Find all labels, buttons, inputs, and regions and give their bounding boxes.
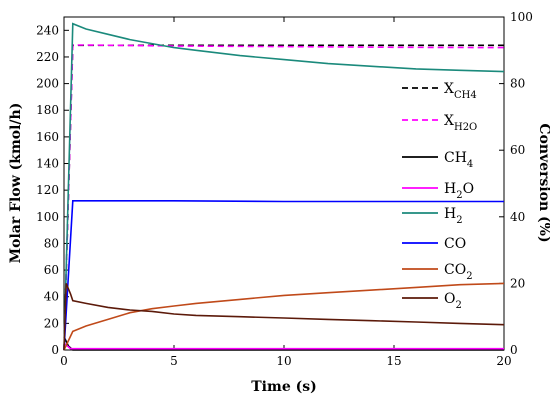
x-tick-label: 5 bbox=[170, 354, 178, 368]
y-tick-label: 120 bbox=[36, 183, 59, 197]
series-line-o2 bbox=[63, 283, 505, 351]
y-tick-label: 160 bbox=[36, 130, 59, 144]
y-tick-label: 80 bbox=[44, 236, 59, 250]
y-tick-label: 240 bbox=[36, 23, 59, 37]
legend-label-main: CO bbox=[444, 236, 466, 252]
y2-tick-label: 40 bbox=[510, 210, 525, 224]
legend-label-sub: 2 bbox=[456, 190, 462, 201]
x-tick-label: 10 bbox=[276, 354, 291, 368]
x-tick-label: 20 bbox=[496, 354, 511, 368]
legend-label-main: X bbox=[444, 81, 454, 97]
y-tick-label: 140 bbox=[36, 157, 59, 171]
legend-label-sub: 2 bbox=[455, 300, 461, 311]
legend-label: XH2O bbox=[444, 113, 477, 133]
y2-tick-label: 20 bbox=[510, 276, 525, 290]
legend-label: CO2 bbox=[444, 262, 473, 282]
legend-label: XCH4 bbox=[444, 81, 477, 101]
legend-label-main: CO bbox=[444, 262, 466, 278]
series-line-x-h2o bbox=[63, 44, 505, 351]
y-tick-label: 0 bbox=[51, 343, 59, 357]
legend-label: CO bbox=[444, 236, 466, 252]
y2-axis-title: Conversion (%) bbox=[536, 123, 550, 242]
y-tick-label: 200 bbox=[36, 77, 59, 91]
y2-tick-label: 80 bbox=[510, 77, 525, 91]
series-line-x-ch4 bbox=[63, 44, 504, 351]
legend-label-tail: O bbox=[463, 181, 474, 197]
x-axis-title: Time (s) bbox=[251, 379, 316, 395]
legend-label: H2O bbox=[444, 181, 474, 201]
series-line-co2 bbox=[63, 282, 505, 351]
y-tick-label: 220 bbox=[36, 50, 59, 64]
legend-label: O2 bbox=[444, 291, 462, 311]
y-tick-label: 180 bbox=[36, 103, 59, 117]
legend-label-sub: 4 bbox=[467, 159, 473, 170]
series-line-h2 bbox=[63, 22, 505, 351]
legend-label-main: H bbox=[444, 181, 456, 197]
legend-label-sub: CH4 bbox=[454, 90, 477, 101]
legend-label-main: X bbox=[444, 113, 454, 129]
legend-label-sub: 2 bbox=[456, 215, 462, 226]
y2-tick-label: 60 bbox=[510, 143, 525, 157]
series-layer bbox=[63, 22, 505, 351]
legend-label-main: O bbox=[444, 291, 455, 307]
y2-tick-label: 100 bbox=[510, 10, 533, 24]
legend-label-sub: 2 bbox=[466, 271, 472, 282]
y-tick-label: 100 bbox=[36, 210, 59, 224]
legend-label-main: CH bbox=[444, 150, 467, 166]
plot-frame bbox=[63, 16, 505, 351]
legend-label-main: H bbox=[444, 206, 456, 222]
axis-ticks: 0 5 10 15 2002040608010012014016018020022024… bbox=[36, 10, 533, 368]
legend-label: H2 bbox=[444, 206, 463, 226]
legend-label-sub: H2O bbox=[454, 122, 477, 133]
y-tick-label: 20 bbox=[44, 316, 59, 330]
y2-tick-label: 0 bbox=[510, 343, 518, 357]
series-line-co bbox=[63, 200, 504, 351]
y-tick-label: 60 bbox=[44, 263, 59, 277]
legend-label: CH4 bbox=[444, 150, 473, 170]
y-tick-label: 40 bbox=[44, 290, 59, 304]
x-tick-label: 15 bbox=[386, 354, 401, 368]
y-axis-title: Molar Flow (kmol/h) bbox=[8, 103, 24, 264]
x-tick-label: 0 bbox=[60, 354, 68, 368]
